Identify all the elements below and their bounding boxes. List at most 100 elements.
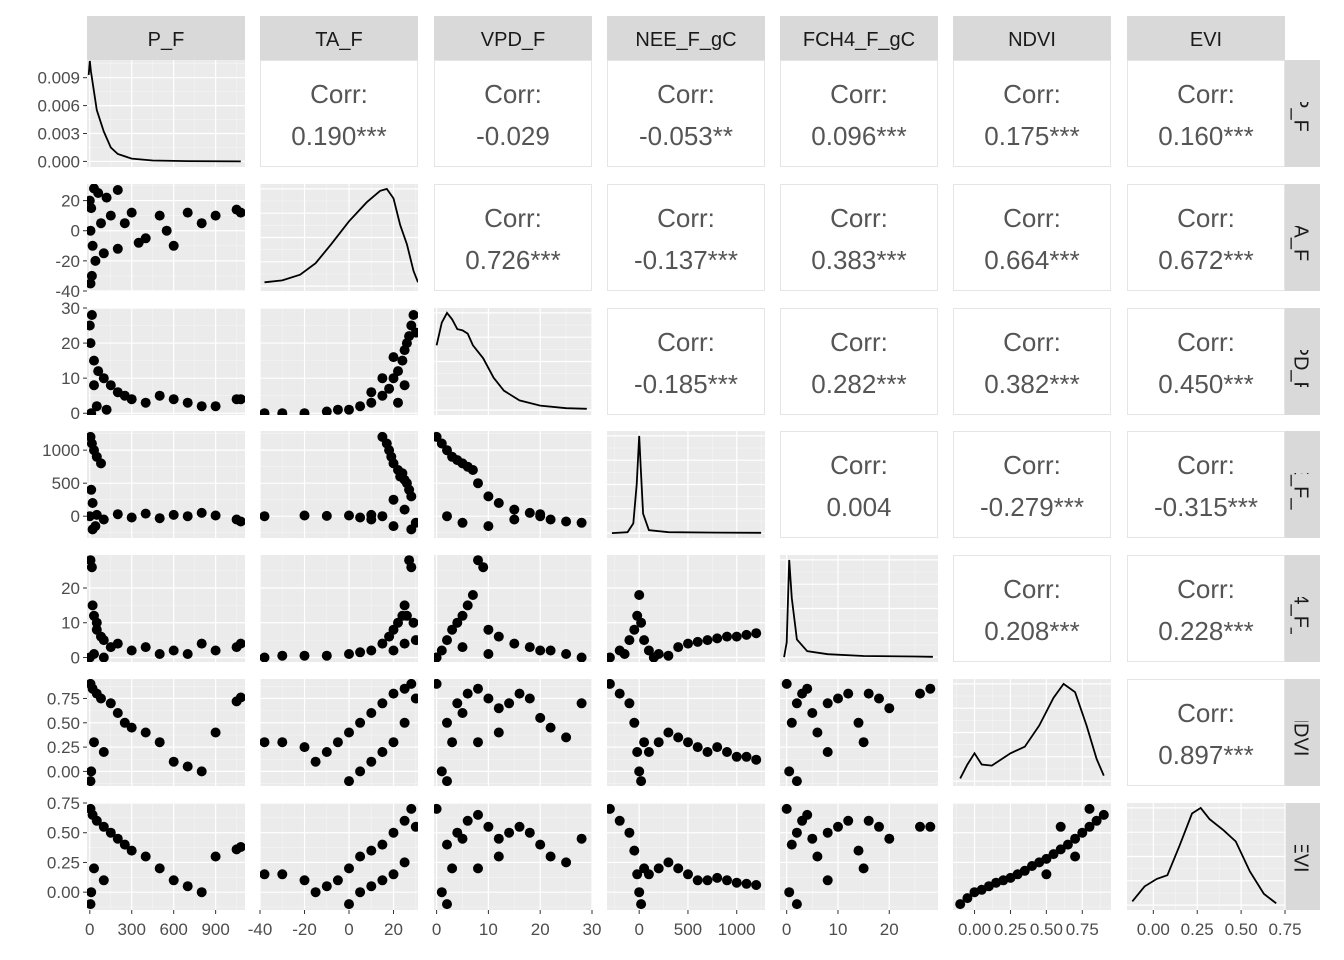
scatter-point bbox=[807, 708, 818, 718]
panel-background bbox=[780, 679, 938, 786]
scatter-point bbox=[493, 851, 504, 862]
corr-label: Corr: bbox=[1177, 698, 1235, 728]
scatter-point bbox=[509, 638, 520, 649]
scatter-point bbox=[168, 509, 179, 520]
corr-panel-vpd-f-nee-f-gc: Corr: -0.185*** bbox=[607, 308, 765, 415]
scatter-point bbox=[624, 635, 635, 646]
x-tick-label: 0.25 bbox=[1181, 920, 1214, 939]
scatter-point bbox=[87, 320, 95, 331]
scatter-point bbox=[140, 727, 151, 738]
scatter-point bbox=[355, 717, 366, 728]
corr-label: Corr: bbox=[1003, 574, 1061, 604]
scatter-point bbox=[344, 727, 354, 738]
scatter-point bbox=[473, 809, 483, 820]
scatter-point bbox=[87, 562, 97, 573]
x-tick-label: 0 bbox=[634, 920, 643, 939]
scatter-point bbox=[874, 693, 884, 704]
scatter-point bbox=[260, 652, 270, 662]
scatter-point bbox=[1055, 821, 1066, 832]
scatter-point bbox=[457, 708, 468, 718]
corr-panel-border bbox=[780, 308, 938, 415]
scatter-point bbox=[399, 857, 410, 868]
scatter-point bbox=[545, 645, 556, 656]
scatter-point bbox=[576, 652, 587, 662]
scatter-point bbox=[377, 747, 388, 757]
scatter-point bbox=[493, 833, 504, 844]
scatter-point bbox=[93, 188, 104, 198]
scatter-point bbox=[355, 887, 366, 898]
scatter-point bbox=[126, 512, 137, 523]
column-strip-label: TA_F bbox=[315, 29, 362, 51]
scatter-point bbox=[683, 869, 693, 880]
scatter-point bbox=[235, 516, 245, 527]
corr-label: Corr: bbox=[1177, 327, 1235, 357]
scatter-point bbox=[576, 517, 587, 528]
scatter-point bbox=[434, 679, 442, 689]
scatter-point bbox=[524, 642, 535, 653]
row-strip-ta-f bbox=[1283, 184, 1320, 291]
scatter-point bbox=[648, 652, 659, 662]
corr-label: Corr: bbox=[830, 327, 888, 357]
corr-panel-border bbox=[780, 431, 938, 538]
y-tick-label: 20 bbox=[61, 334, 80, 353]
density-curve bbox=[435, 311, 587, 410]
density-panel-evi bbox=[1127, 803, 1286, 910]
scatter-point bbox=[442, 839, 452, 850]
scatter-point bbox=[89, 355, 99, 366]
scatter-point bbox=[843, 688, 854, 699]
row-strip-label: FCH4_F_gC bbox=[1290, 552, 1312, 664]
corr-value: 0.228*** bbox=[1158, 616, 1253, 646]
scatter-point bbox=[90, 521, 101, 532]
scatter-point bbox=[473, 555, 483, 566]
scatter-point bbox=[545, 722, 556, 733]
scatter-point bbox=[509, 504, 520, 515]
scatter-point bbox=[397, 355, 408, 366]
scatter-point bbox=[653, 863, 664, 874]
x-tick-label: 1000 bbox=[718, 920, 756, 939]
scatter-point bbox=[1077, 827, 1088, 838]
corr-panel-p-f-vpd-f: Corr: -0.029 bbox=[434, 60, 592, 167]
scatter-point bbox=[384, 383, 395, 394]
scatter-point bbox=[473, 737, 483, 748]
scatter-point bbox=[87, 225, 96, 236]
y-tick-label: 0 bbox=[71, 222, 80, 241]
scatter-point bbox=[355, 512, 366, 523]
scatter-panel-fch4-f-gc-p-f bbox=[87, 555, 245, 662]
scatter-point bbox=[858, 863, 869, 874]
scatter-point bbox=[614, 815, 625, 826]
scatter-point bbox=[299, 510, 310, 521]
column-strip-label: NEE_F_gC bbox=[635, 29, 736, 51]
scatter-point bbox=[434, 803, 442, 814]
scatter-point bbox=[89, 649, 99, 659]
scatter-point bbox=[822, 875, 833, 886]
scatter-point bbox=[636, 617, 647, 628]
corr-panel-vpd-f-ndvi: Corr: 0.382*** bbox=[953, 308, 1111, 415]
scatter-point bbox=[535, 712, 546, 723]
corr-value: -0.137*** bbox=[634, 245, 738, 275]
scatter-point bbox=[751, 628, 762, 639]
scatter-point bbox=[105, 698, 116, 709]
scatter-point bbox=[310, 756, 321, 767]
scatter-point bbox=[962, 893, 973, 904]
scatter-point bbox=[524, 827, 535, 838]
scatter-point bbox=[632, 747, 643, 757]
corr-value: 0.664*** bbox=[984, 245, 1079, 275]
column-strip-ndvi bbox=[953, 16, 1111, 60]
scatter-point bbox=[692, 875, 703, 886]
scatter-point bbox=[235, 692, 245, 703]
panel-background bbox=[434, 679, 592, 786]
scatter-point bbox=[514, 688, 525, 699]
scatter-point bbox=[702, 747, 713, 757]
scatter-point bbox=[535, 839, 546, 850]
scatter-point bbox=[784, 766, 795, 777]
corr-label: Corr: bbox=[830, 79, 888, 109]
scatter-point bbox=[410, 635, 418, 646]
corr-value: 0.383*** bbox=[811, 245, 906, 275]
scatter-point bbox=[377, 511, 388, 522]
density-curve bbox=[959, 682, 1105, 779]
corr-panel-p-f-ndvi: Corr: 0.175*** bbox=[953, 60, 1111, 167]
corr-value: 0.096*** bbox=[811, 121, 906, 151]
scatter-point bbox=[643, 747, 654, 757]
scatter-panel-ta-f-p-f bbox=[87, 184, 245, 292]
scatter-point bbox=[786, 717, 797, 728]
